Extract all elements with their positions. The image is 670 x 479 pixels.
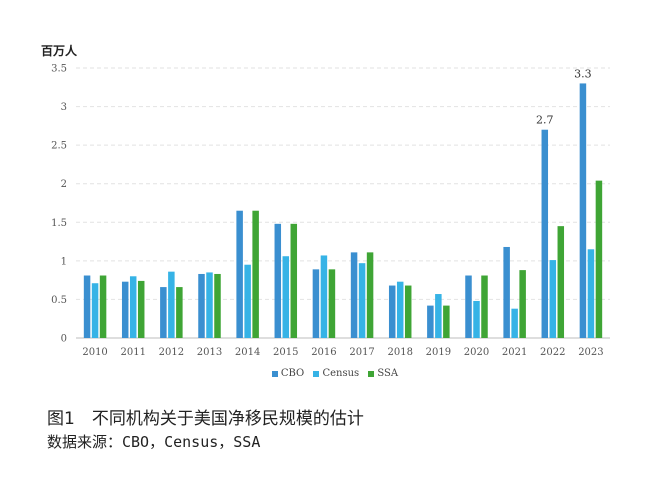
bar-cbo-2022 xyxy=(541,129,549,338)
data-label-cbo-2022: 2.7 xyxy=(536,114,554,127)
bar-ssa-2012 xyxy=(176,287,183,338)
legend-swatch-census xyxy=(313,370,320,377)
bar-cbo-2013 xyxy=(198,273,205,338)
bar-census-2015 xyxy=(282,256,290,338)
x-tick-label-2018: 2018 xyxy=(387,347,412,358)
y-tick-label: 0 xyxy=(61,334,67,345)
bar-ssa-2017 xyxy=(366,252,374,338)
bar-cbo-2019 xyxy=(427,305,434,338)
bar-cbo-2012 xyxy=(160,287,167,338)
legend-label-census: Census xyxy=(322,368,360,379)
x-tick-label-2020: 2020 xyxy=(464,347,489,358)
bar-census-2014 xyxy=(244,264,251,338)
bar-census-2019 xyxy=(435,294,442,338)
data-label-cbo-2023: 3.3 xyxy=(574,67,592,80)
bar-ssa-2011 xyxy=(137,280,145,338)
y-axis-unit-label: 百万人 xyxy=(41,44,78,58)
x-tick-label-2015: 2015 xyxy=(273,347,298,358)
bar-cbo-2015 xyxy=(274,223,282,338)
x-tick-label-2013: 2013 xyxy=(197,347,222,358)
x-tick-label-2010: 2010 xyxy=(82,347,107,358)
x-tick-label-2011: 2011 xyxy=(120,347,145,358)
x-tick-label-2012: 2012 xyxy=(159,347,184,358)
y-tick-label: 1 xyxy=(61,256,67,267)
legend-swatch-ssa xyxy=(368,370,375,377)
bar-ssa-2010 xyxy=(99,275,107,338)
legend-label-cbo: CBO xyxy=(280,368,305,379)
bar-census-2023 xyxy=(587,249,595,338)
y-tick-label: 3.5 xyxy=(51,64,67,75)
bars xyxy=(83,83,603,338)
x-tick-label-2023: 2023 xyxy=(578,347,603,358)
x-tick-label-2014: 2014 xyxy=(235,347,260,358)
legend-item-cbo: CBO xyxy=(271,368,305,379)
bar-ssa-2014 xyxy=(252,210,259,338)
bar-ssa-2021 xyxy=(519,270,526,338)
y-tick-label: 0.5 xyxy=(51,295,67,306)
bar-census-2016 xyxy=(320,255,328,338)
legend: CBO Census SSA xyxy=(0,368,670,380)
bar-ssa-2022 xyxy=(557,226,565,338)
bar-census-2011 xyxy=(129,276,137,338)
bar-ssa-2013 xyxy=(214,273,221,338)
bar-cbo-2016 xyxy=(312,269,320,338)
y-tick-label: 2.5 xyxy=(51,141,67,152)
legend-item-census: Census xyxy=(313,368,359,379)
bar-census-2017 xyxy=(358,263,366,338)
gridlines xyxy=(76,67,610,300)
x-tick-label-2019: 2019 xyxy=(426,347,451,358)
bar-cbo-2017 xyxy=(350,252,358,338)
bar-ssa-2016 xyxy=(328,269,336,338)
bar-census-2021 xyxy=(511,308,518,338)
bar-census-2020 xyxy=(473,300,480,338)
bar-ssa-2023 xyxy=(595,180,603,338)
y-tick-label: 1.5 xyxy=(51,218,67,229)
y-tick-label: 2 xyxy=(61,179,67,190)
x-tick-label-2016: 2016 xyxy=(311,347,336,358)
bar-census-2010 xyxy=(91,283,99,338)
bar-cbo-2014 xyxy=(236,210,243,338)
x-tick-label-2021: 2021 xyxy=(502,347,527,358)
legend-label-ssa: SSA xyxy=(377,368,399,379)
bar-ssa-2018 xyxy=(404,285,412,338)
figure-caption-title: 图1 不同机构关于美国净移民规模的估计 xyxy=(47,409,364,429)
bar-cbo-2020 xyxy=(465,275,472,338)
legend-item-ssa: SSA xyxy=(368,368,398,379)
bar-cbo-2010 xyxy=(83,275,91,338)
bar-cbo-2023 xyxy=(579,83,587,338)
x-tick-label-2017: 2017 xyxy=(349,347,374,358)
bar-cbo-2021 xyxy=(503,246,510,338)
labels: 2.7 3.3 xyxy=(536,67,592,126)
bar-census-2022 xyxy=(549,260,557,338)
bar-census-2018 xyxy=(396,281,404,338)
bar-ssa-2015 xyxy=(290,223,298,338)
bar-ssa-2019 xyxy=(443,305,450,338)
legend-swatch-cbo xyxy=(271,370,278,377)
x-tick-label-2022: 2022 xyxy=(540,347,565,358)
bar-cbo-2011 xyxy=(121,281,129,338)
bar-census-2013 xyxy=(206,272,213,338)
bar-census-2012 xyxy=(168,271,175,338)
bar-ssa-2020 xyxy=(481,275,488,338)
figure-source-note: 数据来源：CBO，Census，SSA xyxy=(47,433,261,451)
bar-cbo-2018 xyxy=(388,285,396,338)
y-tick-label: 3 xyxy=(61,102,67,113)
